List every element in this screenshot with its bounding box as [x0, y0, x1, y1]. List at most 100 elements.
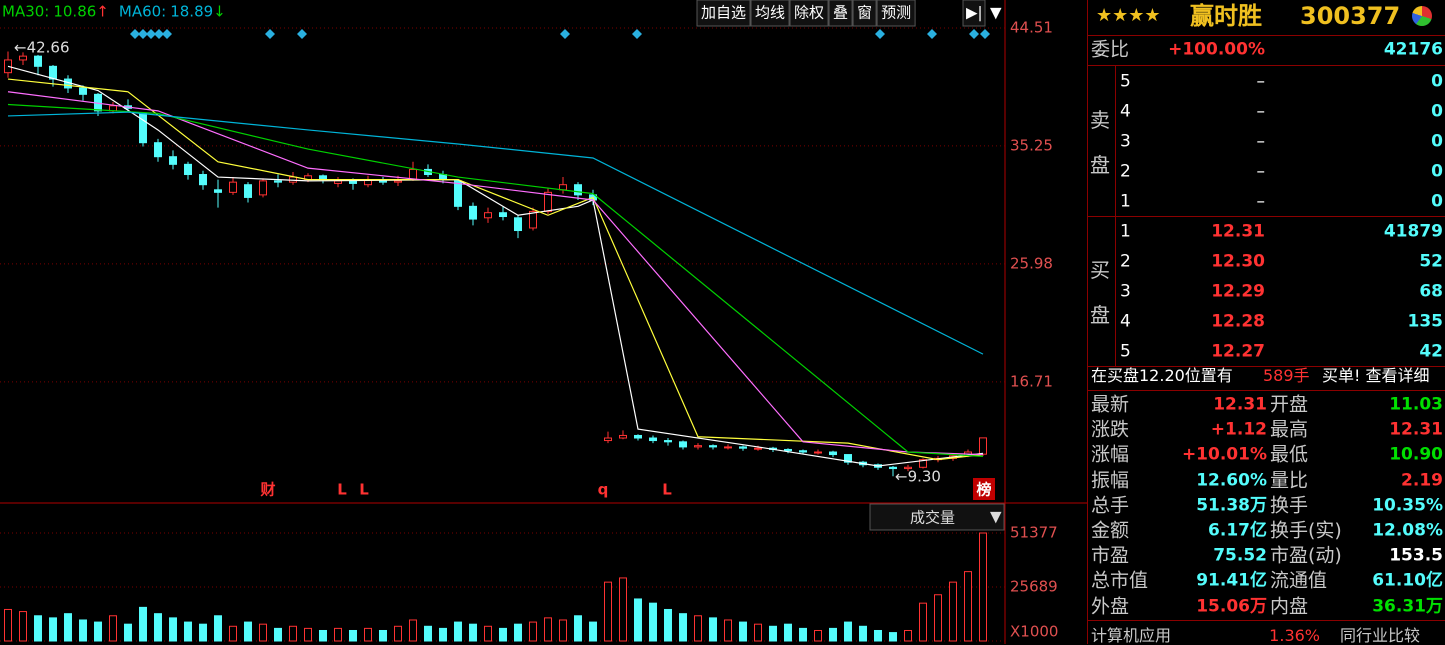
candle-body — [169, 156, 177, 165]
dropdown-icon[interactable]: ▼ — [990, 508, 1002, 526]
candle-body — [574, 184, 582, 196]
event-markers — [130, 29, 990, 39]
volume-bar — [679, 613, 687, 642]
text: ★★★★ — [1096, 5, 1161, 26]
text: 市盈 — [1091, 544, 1130, 567]
volume-bar — [694, 615, 702, 642]
text: 5 — [1120, 71, 1131, 92]
volume-bar — [169, 617, 177, 642]
text: 42176 — [1383, 39, 1443, 60]
pin-icon[interactable]: ▶| — [966, 4, 983, 22]
text: 买 — [1090, 258, 1110, 282]
toolbar-button[interactable]: 预测 — [876, 0, 916, 27]
candle-body — [919, 459, 927, 468]
text: 68 — [1419, 281, 1443, 302]
volume-bar — [94, 621, 102, 642]
volume-bar — [184, 621, 192, 642]
text: 10.35% — [1372, 495, 1443, 516]
candle-body — [214, 189, 222, 193]
candle-body — [709, 445, 717, 448]
volume-bar — [754, 623, 762, 642]
button-label: 窗 — [857, 4, 872, 22]
toolbar-button[interactable]: 除权 — [789, 0, 829, 27]
button-label: 预测 — [881, 4, 911, 22]
toolbar-button[interactable]: 窗 — [852, 0, 877, 27]
y-tick-label: 16.71 — [1010, 372, 1053, 390]
ma-line — [7, 91, 984, 456]
candle-body — [619, 434, 627, 439]
ma-line — [7, 78, 984, 461]
high-label: ←42.66 — [14, 39, 70, 57]
text: 金额 — [1091, 519, 1130, 542]
volume-header[interactable] — [869, 503, 1005, 531]
toolbar-button[interactable]: 叠 — [828, 0, 853, 27]
text: 赢时胜 — [1190, 2, 1262, 30]
volume-bar — [19, 611, 27, 642]
text: 1.36% — [1269, 626, 1320, 645]
button-frame — [828, 0, 853, 27]
text: 10.90 — [1389, 444, 1443, 465]
event-tag: q — [598, 481, 609, 499]
text: 量比 — [1270, 469, 1309, 492]
volume-bar — [829, 627, 837, 642]
y-tick-label: 35.25 — [1010, 136, 1053, 154]
volume-bar — [469, 623, 477, 642]
text: 最低 — [1270, 443, 1309, 466]
text: 总手 — [1091, 494, 1130, 517]
toolbar-button[interactable]: 加自选 — [696, 0, 751, 27]
volume-bar — [274, 627, 282, 642]
volume-bar — [604, 581, 612, 642]
event-tag: 榜 — [976, 481, 991, 499]
volume-bar — [514, 623, 522, 642]
text: 12.28 — [1211, 311, 1265, 332]
volume-bar — [154, 613, 162, 642]
candle-body — [889, 466, 897, 470]
text: – — [1256, 191, 1266, 212]
text: +10.01% — [1181, 444, 1267, 465]
volume-bar — [739, 621, 747, 642]
candle-body — [184, 163, 192, 176]
text: 12.30 — [1211, 251, 1265, 272]
text: 11.03 — [1389, 394, 1443, 415]
text: 12.31 — [1213, 394, 1267, 415]
ma-line — [7, 103, 984, 457]
candle-body — [79, 87, 87, 95]
volume-bar — [319, 629, 327, 642]
candle-body — [904, 466, 912, 470]
menu-icon[interactable]: ▼ — [990, 4, 1002, 22]
button-frame — [750, 0, 790, 27]
text: 买单! 查看详细 — [1322, 366, 1430, 385]
volume-bar — [199, 623, 207, 642]
text: 盘 — [1090, 153, 1110, 177]
text: 12.29 — [1211, 281, 1265, 302]
volume-bar — [559, 619, 567, 642]
volume-bar — [214, 615, 222, 642]
volume-bar — [979, 532, 987, 642]
button-frame — [789, 0, 829, 27]
text: 300377 — [1300, 2, 1401, 30]
candle-body — [694, 445, 702, 448]
candle-body — [814, 451, 822, 454]
text: 总市值 — [1091, 569, 1149, 592]
volume-bar — [574, 615, 582, 642]
text: 12.31 — [1389, 419, 1443, 440]
pie-icon[interactable] — [1412, 6, 1432, 26]
volume-bar — [529, 621, 537, 642]
rank-badge[interactable] — [973, 478, 995, 500]
ma-line — [7, 65, 984, 467]
volume-bar — [454, 621, 462, 642]
text: 4 — [1120, 311, 1131, 332]
volume-bar — [364, 627, 372, 642]
event-tag: L — [359, 481, 369, 499]
candle-body — [499, 212, 507, 218]
toolbar-button[interactable] — [962, 0, 986, 27]
divider — [1087, 390, 1445, 391]
candle-body — [229, 181, 237, 193]
text: 在买盘12.20位置有 — [1091, 366, 1233, 385]
text: 91.41亿 — [1196, 570, 1267, 591]
text: 委比 — [1091, 38, 1130, 61]
candle-body — [244, 184, 252, 198]
ma-legend-value: 18.89 — [170, 3, 213, 21]
toolbar-button[interactable]: 均线 — [750, 0, 790, 27]
text: 外盘 — [1091, 595, 1130, 618]
